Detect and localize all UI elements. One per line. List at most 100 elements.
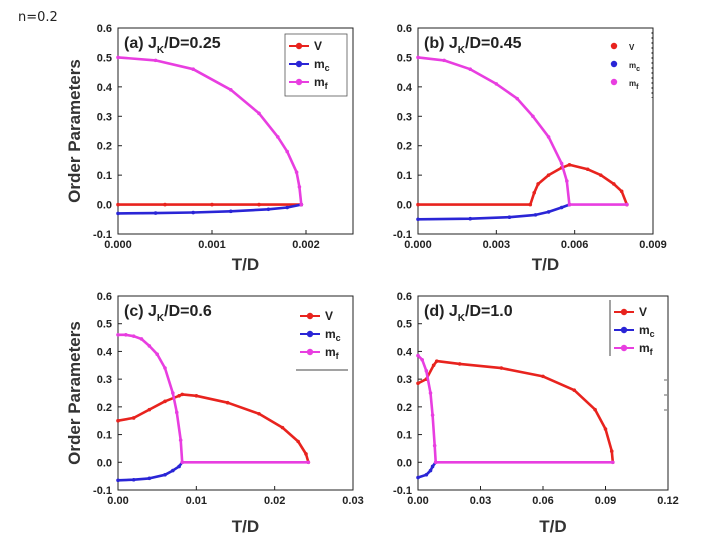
series-mc-point	[507, 215, 512, 220]
y-tick-label: 0.3	[97, 111, 112, 123]
y-axis-label: Order Parameters	[65, 321, 84, 465]
y-tick-label: 0.5	[97, 319, 112, 331]
x-axis-label: T/D	[539, 517, 566, 536]
series-V-point	[457, 362, 462, 366]
legend-marker-mc	[306, 330, 314, 338]
series-mc-point	[428, 468, 433, 473]
y-tick-label: 0.6	[97, 291, 112, 303]
series-mf-point	[147, 344, 152, 348]
series-mf-point	[178, 438, 183, 442]
series-mf-point	[416, 55, 420, 60]
y-tick-label: 0.1	[97, 430, 112, 442]
legend: Vmc mf	[284, 33, 348, 97]
series-mc-point	[416, 217, 420, 222]
series-mc-point	[416, 475, 420, 480]
legend-label-mf: mf	[325, 345, 340, 361]
series-V-point	[609, 449, 614, 454]
legend-marker-mc	[295, 60, 303, 68]
legend-label-V: V	[629, 43, 635, 52]
panel-title: (d) JK/D=1.0	[424, 303, 513, 324]
series-mf-point	[116, 55, 120, 60]
legend-label-V: V	[314, 39, 322, 53]
x-tick-label: 0.000	[104, 239, 132, 251]
series-mc-point	[468, 216, 473, 221]
y-tick-label: 0.4	[97, 346, 113, 358]
legend-label-mc: mc	[314, 57, 330, 73]
series-mf-point	[124, 333, 128, 337]
series-mf-point	[420, 357, 424, 362]
series-V-point	[225, 400, 230, 405]
series-mf-point	[153, 58, 158, 63]
legend-marker-mf	[610, 78, 618, 86]
y-tick-label: 0.6	[97, 23, 112, 35]
x-tick-label: 0.06	[532, 495, 553, 507]
series-V-point	[598, 173, 603, 177]
series-mf-point	[559, 161, 564, 166]
series-V-point	[147, 407, 152, 412]
series-V-point	[163, 399, 167, 404]
series-mf-point	[191, 67, 195, 71]
x-axis-label: T/D	[232, 517, 259, 536]
series-mf-point	[306, 460, 311, 465]
series-V-point	[296, 439, 300, 444]
series-mf-point	[433, 460, 438, 465]
legend-marker-mc	[610, 60, 618, 68]
x-tick-label: 0.12	[657, 495, 678, 507]
panel-d: 0.00 0.03 0.06 0.09 0.12 -0.1 0.0 0.1 0.2 0.3 0.4 0…	[393, 291, 679, 536]
series-mf-point	[546, 135, 551, 139]
panel-b: 0.000 0.003 0.006 0.009 -0.1 0.0 0.1 0.2 0.3 0.4 0…	[393, 23, 667, 274]
series-mf-point	[297, 185, 302, 189]
y-tick-label: -0.1	[93, 485, 112, 497]
legend-marker-V	[620, 308, 628, 316]
series-mc-point	[116, 211, 120, 216]
series-mf-point	[416, 353, 420, 358]
series-V-point	[536, 182, 540, 186]
legend-marker-mf	[620, 344, 628, 352]
series-V-point	[194, 393, 199, 398]
legend-marker-mf	[306, 348, 314, 356]
y-tick-label: 0.2	[397, 141, 412, 153]
legend: Vmc mf	[609, 300, 667, 411]
series-mf-point	[276, 135, 280, 139]
series-mf-line	[416, 354, 615, 464]
y-tick-label: 0.0	[397, 200, 412, 212]
series-mc-point	[147, 476, 152, 481]
series-mf-point	[432, 443, 437, 448]
series-mf-point	[494, 82, 499, 86]
series-V-point	[416, 202, 420, 207]
y-tick-label: 0.5	[397, 319, 412, 331]
series-mc-point	[559, 205, 564, 210]
legend: Vmc mf	[296, 309, 348, 371]
series-mf-point	[285, 149, 290, 154]
series-mc-point	[171, 468, 175, 473]
series-mf-point	[468, 67, 473, 71]
y-tick-label: 0.6	[397, 291, 412, 303]
legend-label-mc: mc	[325, 327, 341, 343]
series-V-point	[131, 416, 136, 420]
x-axis-label: T/D	[232, 255, 259, 274]
series-mf-point	[257, 111, 261, 116]
series-mc-point	[177, 464, 181, 469]
series-V-point	[499, 366, 504, 370]
x-tick-label: 0.000	[404, 239, 432, 251]
series-mc-point	[191, 210, 195, 215]
y-tick-label: 0.2	[397, 402, 412, 414]
series-mf-point	[229, 88, 233, 92]
plot-frame	[117, 27, 354, 235]
legend-marker-V	[306, 312, 314, 320]
series-mc-point	[424, 472, 429, 477]
y-tick-label: -0.1	[93, 229, 112, 241]
plot-frame	[417, 27, 654, 235]
y-axis-label: Order Parameters	[65, 59, 84, 203]
x-tick-label: 0.00	[407, 495, 428, 507]
y-tick-label: 0.6	[397, 23, 412, 35]
series-V-point	[434, 359, 439, 363]
series-mc-point	[163, 472, 167, 477]
series-V-line	[416, 359, 615, 464]
x-tick-label: 0.00	[107, 495, 128, 507]
series-V-point	[177, 393, 181, 398]
x-tick-label: 0.01	[186, 495, 207, 507]
series-mf-point	[424, 369, 429, 373]
plot-frame	[117, 295, 354, 491]
